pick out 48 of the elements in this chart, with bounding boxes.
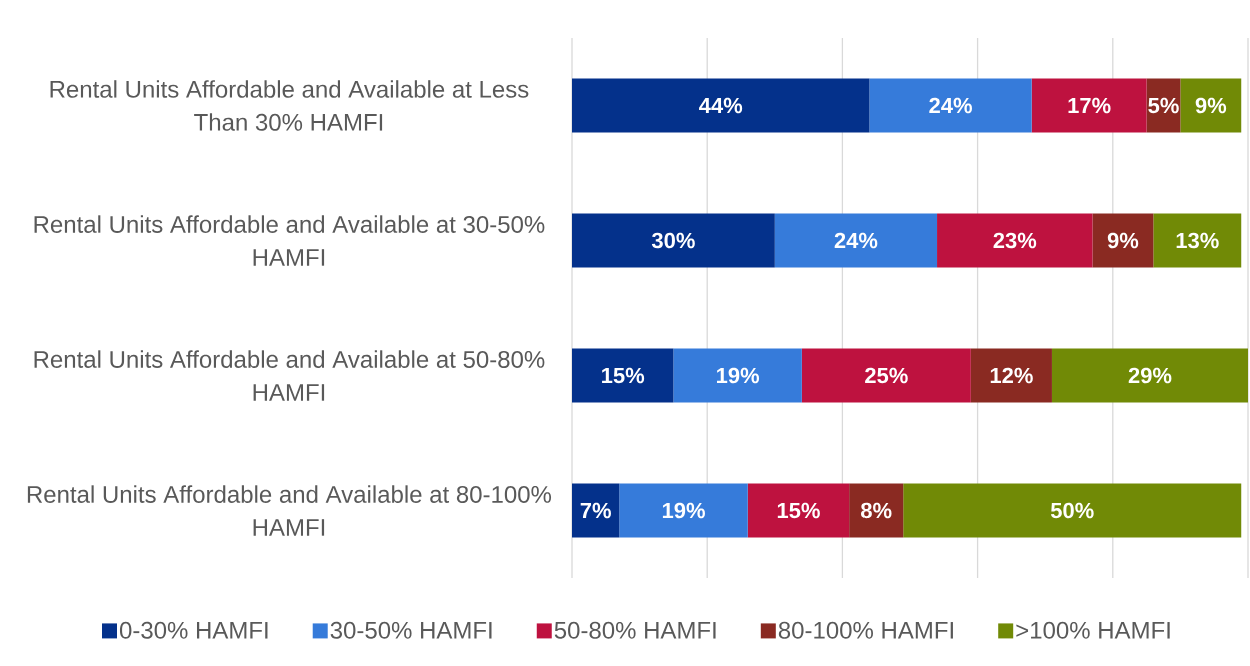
- data-label: 7%: [580, 502, 611, 519]
- data-label: 15%: [777, 502, 820, 519]
- bar: [572, 483, 620, 538]
- data-label: 9%: [1107, 232, 1139, 249]
- legend-label: 80-100% HAMFI: [778, 621, 953, 639]
- data-label: 19%: [662, 502, 705, 519]
- data-label: 25%: [865, 367, 908, 384]
- data-label: 13%: [1176, 232, 1219, 249]
- legend-label: 50-80% HAMFI: [554, 621, 716, 639]
- data-label: 30%: [651, 232, 695, 249]
- legend-label: 0-30% HAMFI: [119, 621, 268, 639]
- data-label: 23%: [993, 232, 1037, 249]
- bar: [572, 213, 775, 268]
- data-label: 50%: [1050, 502, 1094, 519]
- bar: [673, 348, 802, 403]
- bar: [1180, 78, 1242, 133]
- bar: [572, 348, 674, 403]
- bar: [1051, 348, 1248, 403]
- bar: [572, 78, 870, 133]
- bar: [869, 78, 1032, 133]
- data-label: 24%: [929, 97, 972, 114]
- data-label: 8%: [861, 502, 892, 519]
- y-tick-label: Rental Units Affordable and Available at Less Than 30% HAMFI: [50, 80, 529, 131]
- data-label: 29%: [1128, 367, 1172, 384]
- y-tick-label: Rental Units Affordable and Available at 80-100% HAMFI: [27, 485, 552, 536]
- y-tick-label: Rental Units Affordable and Available at 30-50% HAMFI: [34, 215, 545, 266]
- legend-label: >100% HAMFI: [1016, 621, 1170, 639]
- data-label: 24%: [834, 232, 878, 249]
- bar: [903, 483, 1242, 538]
- bar: [849, 483, 904, 538]
- bar: [801, 348, 971, 403]
- data-label: 12%: [990, 367, 1033, 384]
- bar: [774, 213, 938, 268]
- data-label: 15%: [602, 367, 645, 384]
- data-label: 19%: [716, 367, 760, 384]
- data-label: 9%: [1195, 97, 1227, 114]
- data-label: 44%: [699, 97, 743, 114]
- bar: [937, 213, 1093, 268]
- legend-label: 30-50% HAMFI: [330, 621, 492, 639]
- bar: [619, 483, 748, 538]
- y-tick-label: Rental Units Affordable and Available at 50-80% HAMFI: [34, 350, 545, 401]
- data-label: 17%: [1068, 97, 1111, 114]
- bar: [970, 348, 1052, 403]
- bar: [747, 483, 850, 538]
- bar: [1031, 78, 1147, 133]
- data-label: 5%: [1148, 97, 1179, 114]
- bar: [1153, 213, 1242, 268]
- bar: [1092, 213, 1154, 268]
